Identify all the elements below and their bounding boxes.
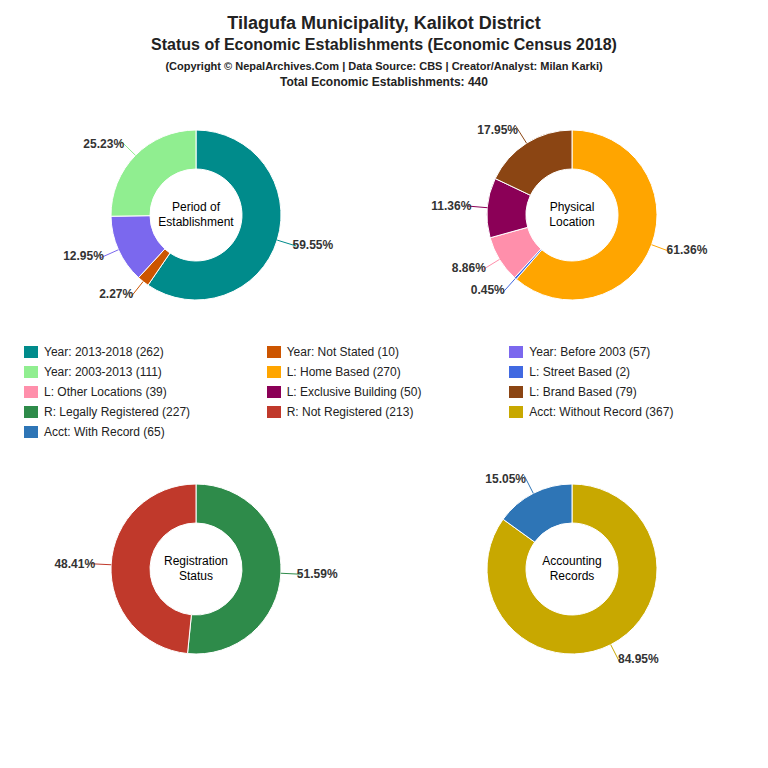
- svg-text:2.27%: 2.27%: [99, 287, 133, 301]
- html-text:Accounting: Accounting: [542, 554, 602, 568]
- html-text:L: Brand Based (79): L: Brand Based (79): [529, 385, 637, 399]
- html-text:Physical: Physical: [549, 200, 595, 214]
- html-text:Registration: Registration: [164, 554, 228, 568]
- html-text:Location: Location: [549, 215, 595, 229]
- svg-text:25.23%: 25.23%: [83, 137, 124, 151]
- html-text:L: Other Locations (39): L: Other Locations (39): [44, 385, 167, 399]
- html-text:Total Economic Establishments:: Total Economic Establishments: 440: [280, 75, 488, 89]
- html-text:Acct: With Record (65): Acct: With Record (65): [44, 425, 165, 439]
- html-text:Records: Records: [549, 569, 595, 583]
- html-text:Year: 2013-2018 (262): Year: 2013-2018 (262): [44, 345, 164, 359]
- svg-text:84.95%: 84.95%: [618, 652, 659, 666]
- html-text:L: Street Based (2): L: Street Based (2): [529, 365, 630, 379]
- html-text:Tilagufa Municipality, Kalikot: Tilagufa Municipality, Kalikot District: [227, 13, 541, 33]
- svg-text:17.95%: 17.95%: [477, 123, 518, 137]
- svg-text:12.95%: 12.95%: [63, 249, 104, 263]
- svg-text:51.59%: 51.59%: [297, 567, 338, 581]
- html-text:Year: Before 2003 (57): Year: Before 2003 (57): [529, 345, 651, 359]
- svg-text:61.36%: 61.36%: [667, 243, 708, 257]
- html-text:Status of Economic Establishme: Status of Economic Establishments (Econo…: [151, 36, 617, 53]
- html-text:Year: 2003-2013 (111): Year: 2003-2013 (111): [44, 365, 162, 379]
- html-text:Status: Status: [179, 569, 213, 583]
- html-text:Establishment: Establishment: [158, 215, 234, 229]
- html-text:R: Legally Registered (227): R: Legally Registered (227): [44, 405, 191, 419]
- svg-text:11.36%: 11.36%: [431, 199, 471, 213]
- svg-text:8.86%: 8.86%: [452, 261, 486, 275]
- svg-text:0.45%: 0.45%: [471, 283, 505, 297]
- html-text:Period of: Period of: [172, 200, 220, 214]
- html-text:R: Not Registered (213): R: Not Registered (213): [286, 405, 414, 419]
- html-text:Acct: Without Record (367): Acct: Without Record (367): [529, 405, 674, 419]
- html-text:L: Home Based (270): L: Home Based (270): [286, 365, 401, 379]
- html-text:(Copyright © NepalArchives.Com: (Copyright © NepalArchives.Com | Data So…: [165, 60, 603, 72]
- html-text:Year: Not Stated (10): Year: Not Stated (10): [286, 345, 399, 359]
- html-text:L: Exclusive Building (50): L: Exclusive Building (50): [286, 385, 422, 399]
- svg-text:59.55%: 59.55%: [292, 238, 333, 252]
- svg-text:15.05%: 15.05%: [485, 472, 526, 486]
- svg-text:48.41%: 48.41%: [54, 557, 95, 571]
